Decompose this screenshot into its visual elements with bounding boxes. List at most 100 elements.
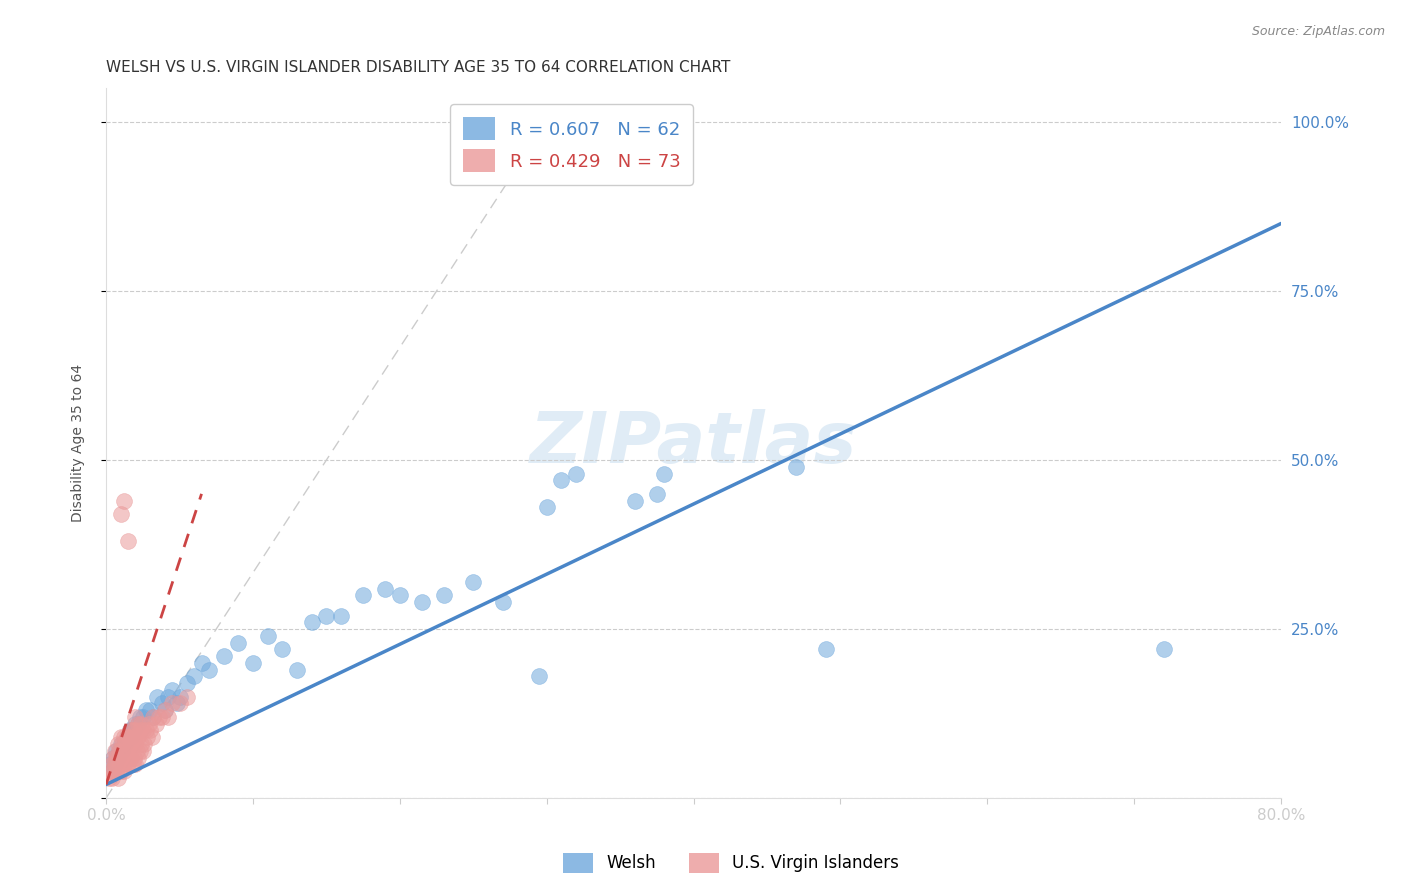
Point: [148, 710, 170, 724]
Point: [374, 582, 396, 596]
Point: [107, 771, 129, 785]
Point: [135, 703, 157, 717]
Point: [160, 682, 183, 697]
Point: [115, 730, 138, 744]
Point: [285, 663, 308, 677]
Point: [128, 710, 150, 724]
Point: [110, 737, 132, 751]
Point: [132, 723, 155, 738]
Point: [127, 716, 149, 731]
Point: [212, 649, 235, 664]
Point: [145, 716, 167, 731]
Point: [142, 710, 165, 724]
Point: [107, 750, 129, 764]
Text: Source: ZipAtlas.com: Source: ZipAtlas.com: [1251, 25, 1385, 38]
Legend: Welsh, U.S. Virgin Islanders: Welsh, U.S. Virgin Islanders: [557, 847, 905, 880]
Point: [117, 534, 139, 549]
Point: [120, 730, 142, 744]
Point: [301, 615, 323, 630]
Point: [125, 730, 148, 744]
Point: [122, 730, 145, 744]
Point: [176, 676, 198, 690]
Point: [138, 716, 160, 731]
Legend: R = 0.607   N = 62, R = 0.429   N = 73: R = 0.607 N = 62, R = 0.429 N = 73: [450, 104, 693, 186]
Point: [536, 500, 558, 515]
Point: [135, 723, 157, 738]
Point: [132, 744, 155, 758]
Point: [112, 730, 135, 744]
Point: [814, 642, 837, 657]
Point: [117, 730, 139, 744]
Point: [110, 507, 132, 521]
Point: [117, 744, 139, 758]
Point: [550, 474, 572, 488]
Point: [1388, 115, 1406, 129]
Point: [105, 764, 128, 778]
Point: [256, 629, 278, 643]
Point: [112, 764, 135, 778]
Point: [107, 750, 129, 764]
Point: [118, 723, 141, 738]
Point: [101, 757, 124, 772]
Point: [491, 595, 513, 609]
Point: [242, 656, 264, 670]
Point: [134, 737, 156, 751]
Point: [104, 757, 127, 772]
Point: [146, 690, 169, 704]
Point: [112, 493, 135, 508]
Point: [785, 459, 807, 474]
Point: [101, 764, 124, 778]
Point: [169, 697, 191, 711]
Point: [103, 750, 125, 764]
Point: [529, 669, 551, 683]
Point: [136, 730, 159, 744]
Point: [645, 487, 668, 501]
Point: [122, 723, 145, 738]
Text: ZIPatlas: ZIPatlas: [530, 409, 858, 477]
Point: [433, 588, 456, 602]
Point: [150, 710, 173, 724]
Point: [114, 750, 136, 764]
Point: [110, 730, 132, 744]
Point: [120, 750, 142, 764]
Point: [120, 730, 142, 744]
Point: [108, 744, 131, 758]
Point: [131, 737, 153, 751]
Point: [100, 764, 122, 778]
Point: [124, 757, 146, 772]
Point: [105, 744, 128, 758]
Point: [652, 467, 675, 481]
Point: [108, 744, 131, 758]
Point: [132, 710, 155, 724]
Point: [112, 744, 135, 758]
Y-axis label: Disability Age 35 to 64: Disability Age 35 to 64: [72, 364, 86, 522]
Point: [103, 764, 125, 778]
Point: [107, 737, 129, 751]
Point: [183, 669, 205, 683]
Point: [122, 750, 145, 764]
Point: [128, 744, 150, 758]
Text: WELSH VS U.S. VIRGIN ISLANDER DISABILITY AGE 35 TO 64 CORRELATION CHART: WELSH VS U.S. VIRGIN ISLANDER DISABILITY…: [105, 60, 731, 75]
Point: [169, 690, 191, 704]
Point: [190, 656, 212, 670]
Point: [624, 493, 647, 508]
Point: [153, 703, 176, 717]
Point: [128, 723, 150, 738]
Point: [104, 744, 127, 758]
Point: [127, 730, 149, 744]
Point: [121, 723, 143, 738]
Point: [411, 595, 433, 609]
Point: [153, 703, 176, 717]
Point: [139, 703, 162, 717]
Point: [104, 757, 127, 772]
Point: [115, 730, 138, 744]
Point: [101, 771, 124, 785]
Point: [150, 697, 173, 711]
Point: [110, 764, 132, 778]
Point: [388, 588, 411, 602]
Point: [124, 737, 146, 751]
Point: [121, 757, 143, 772]
Point: [352, 588, 374, 602]
Point: [115, 757, 138, 772]
Point: [111, 744, 134, 758]
